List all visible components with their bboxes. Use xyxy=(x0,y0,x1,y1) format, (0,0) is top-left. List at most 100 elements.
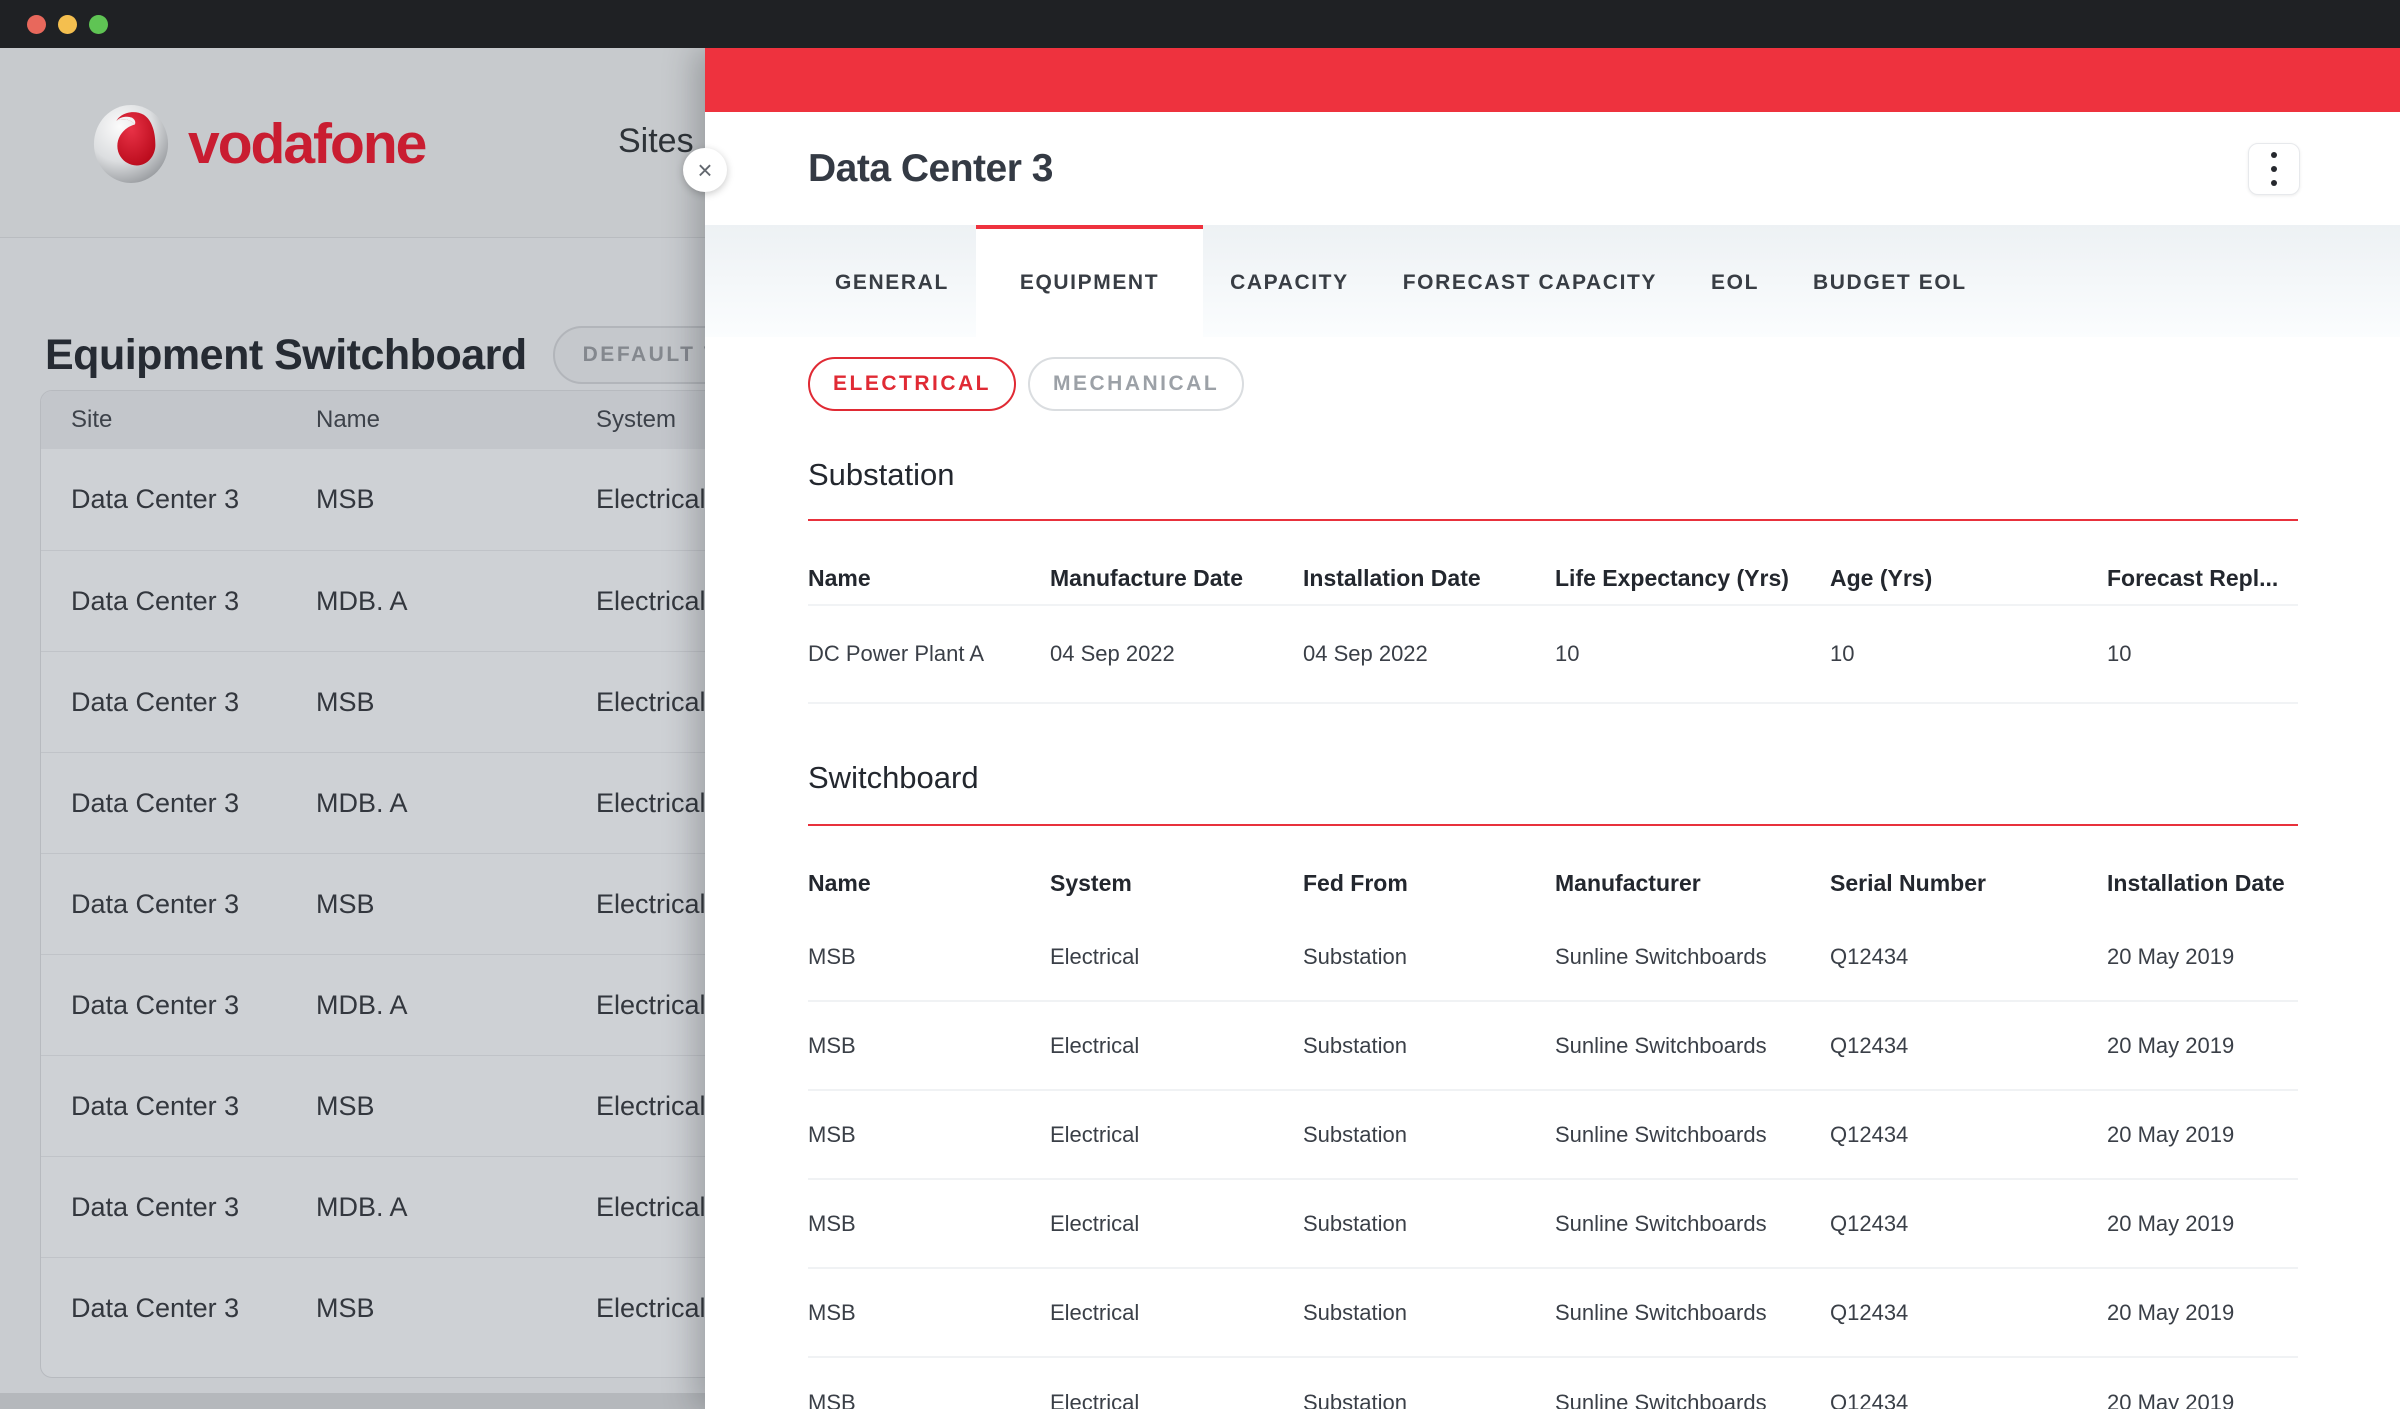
macos-titlebar xyxy=(0,0,2400,48)
cell-system: Electrical xyxy=(596,787,705,818)
nav-sites[interactable]: Sites xyxy=(618,122,694,160)
switchboard-row[interactable]: MSB Electrical Substation Sunline Switch… xyxy=(808,1091,2298,1180)
tab[interactable]: EQUIPMENT xyxy=(975,225,1204,337)
tab-label: BUDGET EOL xyxy=(1813,271,1967,294)
kebab-menu-button[interactable] xyxy=(2248,142,2300,195)
background-page: vodafone Sites Equipment Switchboard DEF… xyxy=(0,48,705,1409)
tab[interactable]: FORECAST CAPACITY xyxy=(1376,225,1684,337)
cell-system: Electrical xyxy=(596,686,705,717)
panel-content: ELECTRICAL MECHANICAL Substation Name Ma… xyxy=(705,337,2400,1409)
col-name: Name xyxy=(808,565,871,591)
tab-label: GENERAL xyxy=(835,271,949,294)
col-name: Name xyxy=(808,870,871,896)
tab[interactable]: BUDGET EOL xyxy=(1786,225,1994,337)
cell-site: Data Center 3 xyxy=(71,1292,240,1323)
col-forecast-replacement: Forecast Repl... xyxy=(2107,565,2279,591)
substation-row[interactable]: DC Power Plant A 04 Sep 2022 04 Sep 2022… xyxy=(808,604,2298,704)
switchboard-row[interactable]: MSB Electrical Substation Sunline Switch… xyxy=(808,1269,2298,1358)
switchboard-row[interactable]: MSB Electrical Substation Sunline Switch… xyxy=(808,913,2298,1002)
cell-name: MSB xyxy=(316,888,375,919)
panel-close-button[interactable]: × xyxy=(683,148,727,192)
system-filter-pill[interactable]: ELECTRICAL xyxy=(808,357,1016,411)
window-close-button[interactable] xyxy=(27,14,46,34)
cell-system: Electrical xyxy=(596,585,705,616)
table-row[interactable]: Data Center 3 MSB Electrical xyxy=(41,1257,705,1358)
cell-name: MDB. A xyxy=(316,787,408,818)
cell-system: Electrical xyxy=(596,1090,705,1121)
site-detail-panel: Data Center 3 GENERAL EQUIPMENT CAPACITY xyxy=(705,48,2400,1409)
switchboard-row[interactable]: MSB Electrical Substation Sunline Switch… xyxy=(808,1180,2298,1269)
switchboard-section: Switchboard Name System Fed From Manufac… xyxy=(808,760,2298,1409)
column-header-site: Site xyxy=(71,406,113,433)
col-serial-number: Serial Number xyxy=(1830,870,1986,896)
cell-system: Electrical xyxy=(596,484,705,514)
cell-name: MSB xyxy=(316,1292,375,1323)
tab[interactable]: GENERAL xyxy=(808,225,976,337)
substation-header-row: Name Manufacture Date Installation Date … xyxy=(808,565,2298,592)
col-system: System xyxy=(1050,870,1132,896)
cell-system: Electrical xyxy=(596,888,705,919)
window-zoom-button[interactable] xyxy=(89,14,108,34)
switchboard-row[interactable]: MSB Electrical Substation Sunline Switch… xyxy=(808,1389,2235,1409)
cell-site: Data Center 3 xyxy=(71,787,240,818)
cell-system: Electrical xyxy=(596,1191,705,1222)
pill-label: ELECTRICAL xyxy=(833,372,991,395)
cell-system: Electrical xyxy=(596,989,705,1020)
cell-name: MSB xyxy=(316,484,375,514)
column-header-name: Name xyxy=(316,406,381,433)
panel-title: Data Center 3 xyxy=(808,146,1053,190)
page-bottom-strip xyxy=(0,1393,705,1409)
col-installation-date: Installation Date xyxy=(2107,870,2285,896)
cell-site: Data Center 3 xyxy=(71,585,240,616)
col-fed-from: Fed From xyxy=(1303,870,1408,896)
tab-bar: GENERAL EQUIPMENT CAPACITY FORECAST CAPA… xyxy=(705,225,2400,337)
cell-site: Data Center 3 xyxy=(71,989,240,1020)
switchboard-rows: MSB Electrical Substation Sunline Switch… xyxy=(808,913,2298,1409)
page-title: Equipment Switchboard xyxy=(45,330,527,379)
table-row[interactable]: Data Center 3 MDB. A Electrical xyxy=(41,550,705,651)
tab[interactable]: CAPACITY xyxy=(1203,225,1376,337)
system-filter-pill[interactable]: MECHANICAL xyxy=(1028,357,1245,411)
table-row[interactable]: Data Center 3 MDB. A Electrical xyxy=(41,1156,705,1257)
switchboard-header-row: Name System Fed From Manufacturer Serial… xyxy=(808,870,2298,897)
window-minimize-button[interactable] xyxy=(58,14,77,34)
cell-name: MDB. A xyxy=(316,585,408,616)
cell-site: Data Center 3 xyxy=(71,1090,240,1121)
table-row[interactable]: Data Center 3 MSB Electrical xyxy=(41,1055,705,1156)
kebab-menu-icon xyxy=(2271,151,2277,158)
app-header: vodafone Sites xyxy=(0,48,705,238)
switchboard-row[interactable]: MSB Electrical Substation Sunline Switch… xyxy=(808,1002,2298,1091)
section-divider xyxy=(808,519,2298,521)
table-row[interactable]: Data Center 3 MSB Electrical xyxy=(41,449,705,550)
vodafone-logo[interactable]: vodafone xyxy=(92,103,427,185)
table-row[interactable]: Data Center 3 MDB. A Electrical xyxy=(41,752,705,853)
col-manufacture-date: Manufacture Date xyxy=(1050,565,1243,591)
default-view-badge[interactable]: DEFAULT VI xyxy=(552,326,705,384)
cell-site: Data Center 3 xyxy=(71,888,240,919)
table-row[interactable]: Data Center 3 MDB. A Electrical xyxy=(41,954,705,1055)
system-filter-group: ELECTRICAL MECHANICAL xyxy=(808,357,2298,411)
table-row[interactable]: Data Center 3 MSB Electrical xyxy=(41,853,705,954)
section-divider xyxy=(808,824,2298,826)
close-icon: × xyxy=(697,155,713,185)
substation-section: Substation Name Manufacture Date Install… xyxy=(808,457,2298,704)
col-age: Age (Yrs) xyxy=(1830,565,1933,591)
section-title-switchboard: Switchboard xyxy=(808,760,979,795)
cell-system: Electrical xyxy=(596,1292,705,1323)
col-life-expectancy: Life Expectancy (Yrs) xyxy=(1555,565,1789,591)
vodafone-logo-icon xyxy=(93,105,169,183)
cell-site: Data Center 3 xyxy=(71,484,240,514)
tab[interactable]: EOL xyxy=(1684,225,1786,337)
tab-label: EOL xyxy=(1711,271,1760,294)
cell-name: MDB. A xyxy=(316,1191,408,1222)
tab-label: FORECAST CAPACITY xyxy=(1402,271,1658,294)
table-body: Data Center 3 MSB Electrical Data Center… xyxy=(41,449,705,1358)
col-manufacturer: Manufacturer xyxy=(1555,870,1701,896)
tab-label: CAPACITY xyxy=(1230,271,1349,294)
pill-label: MECHANICAL xyxy=(1053,372,1220,395)
cell-site: Data Center 3 xyxy=(71,686,240,717)
col-installation-date: Installation Date xyxy=(1303,565,1481,591)
table-row[interactable]: Data Center 3 MSB Electrical xyxy=(41,651,705,752)
panel-header: Data Center 3 xyxy=(705,112,2400,225)
